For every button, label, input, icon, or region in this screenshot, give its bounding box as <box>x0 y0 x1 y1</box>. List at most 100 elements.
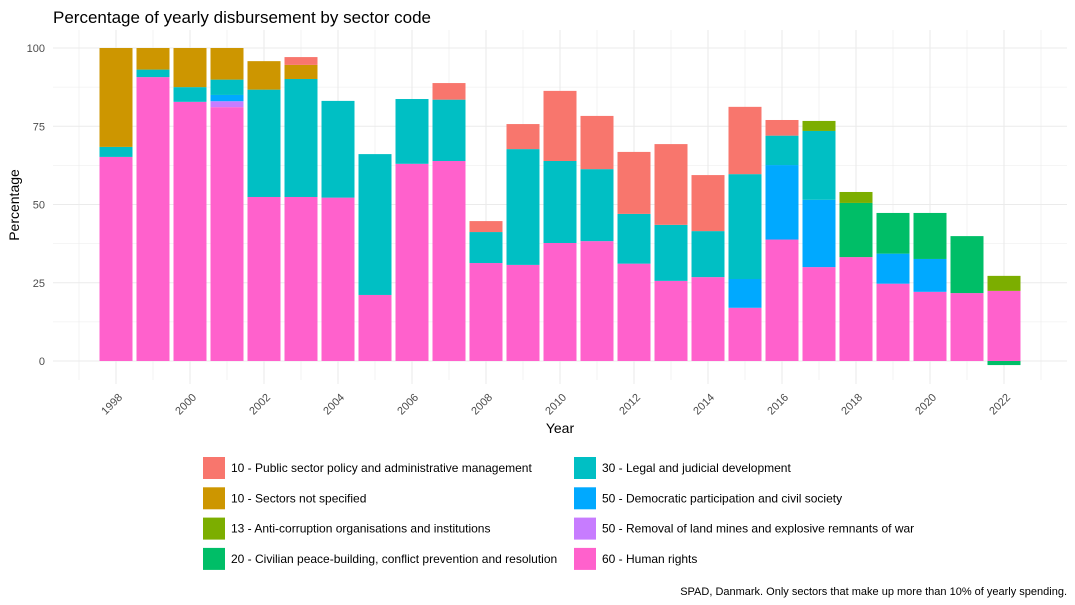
bar-segment <box>136 69 170 78</box>
bar-segment <box>247 61 281 90</box>
legend-label: 60 - Human rights <box>602 552 697 566</box>
y-axis-title: Percentage <box>6 169 22 241</box>
x-tick-label: 2010 <box>543 392 569 418</box>
bar-segment <box>210 79 244 95</box>
bar-segment <box>173 87 207 102</box>
bar-segment <box>284 196 318 361</box>
x-tick-label: 2022 <box>987 392 1013 418</box>
bar-segment <box>802 120 836 131</box>
bar-segment <box>432 99 466 161</box>
x-tick-label: 2004 <box>321 392 347 418</box>
bar-segment <box>580 169 614 242</box>
bar-segment <box>99 48 133 147</box>
legend-swatch <box>203 517 225 540</box>
bar-segment <box>210 101 244 108</box>
bar-segment <box>950 293 984 361</box>
x-tick-label: 2020 <box>913 392 939 418</box>
bar-segment <box>543 90 577 161</box>
bar-segment <box>210 107 244 361</box>
legend-label: 50 - Removal of land mines and explosive… <box>602 522 914 536</box>
legend-swatch <box>203 457 225 479</box>
bar-segment <box>765 135 799 166</box>
bar-segment <box>543 242 577 361</box>
bar-segment <box>506 149 540 265</box>
bar-segment <box>913 291 947 361</box>
y-tick-label: 0 <box>39 356 45 368</box>
bar-segment <box>99 156 133 361</box>
x-tick-label: 2012 <box>617 392 643 418</box>
bar-segment <box>839 257 873 361</box>
bar-segment <box>987 290 1021 361</box>
bar-segment <box>691 175 725 232</box>
legend: 10 - Public sector policy and administra… <box>203 457 914 570</box>
bar-segment <box>617 263 651 361</box>
legend-swatch <box>574 487 596 510</box>
bar-segment <box>728 106 762 175</box>
bar-segment <box>432 160 466 361</box>
bar-segment <box>802 130 836 200</box>
bar-segment <box>173 48 207 88</box>
legend-swatch <box>203 547 225 570</box>
bar-segment <box>876 212 910 254</box>
bar-segment <box>876 253 910 284</box>
legend-label: 20 - Civilian peace-building, conflict p… <box>231 552 557 566</box>
legend-swatch <box>203 487 225 510</box>
bar-segment <box>469 221 503 233</box>
bar-segment <box>395 163 429 361</box>
bar-segment <box>469 232 503 264</box>
bar-segment <box>136 48 170 70</box>
bar-segment <box>210 94 244 102</box>
legend-label: 13 - Anti-corruption organisations and i… <box>231 522 490 536</box>
x-tick-label: 2000 <box>173 392 199 418</box>
bar-segment <box>321 197 355 361</box>
legend-label: 30 - Legal and judicial development <box>602 461 791 475</box>
y-tick-label: 100 <box>27 43 45 55</box>
bar-segment <box>210 48 244 80</box>
bar-segment <box>580 115 614 170</box>
x-tick-label: 2018 <box>839 392 865 418</box>
bar-segment <box>321 100 355 198</box>
y-axis-ticks: 0 25 50 75 100 <box>27 43 45 368</box>
legend-swatch <box>574 457 596 479</box>
bar-segment <box>284 78 318 197</box>
caption: SPAD, Danmark. Only sectors that make up… <box>680 586 1067 598</box>
bar-segment <box>728 307 762 361</box>
y-tick-label: 75 <box>33 121 45 133</box>
bar-segment <box>506 264 540 361</box>
bar-segment <box>173 101 207 361</box>
bar-segment <box>506 124 540 150</box>
bar-segment <box>950 236 984 294</box>
bar-segment <box>136 77 170 361</box>
legend-label: 50 - Democratic participation and civil … <box>602 491 842 505</box>
bar-segment <box>913 258 947 292</box>
legend-label: 10 - Sectors not specified <box>231 491 366 505</box>
bar-segment <box>617 151 651 214</box>
bar-segment <box>247 89 281 197</box>
x-tick-label: 2002 <box>247 392 273 418</box>
bar-segment <box>839 191 873 203</box>
bar-segment <box>765 165 799 240</box>
x-axis-title: Year <box>546 420 575 436</box>
x-tick-label: 1998 <box>99 392 125 418</box>
bar-segment <box>765 119 799 136</box>
bar-segment <box>99 146 133 157</box>
bar-segment <box>691 277 725 361</box>
bar-segment <box>691 231 725 278</box>
bar-segment <box>987 361 1021 366</box>
bar-segment <box>876 283 910 361</box>
bar-segment <box>469 263 503 361</box>
bar-segment <box>913 212 947 259</box>
bar-segment <box>654 280 688 361</box>
x-tick-label: 2014 <box>691 392 717 418</box>
bar-segment <box>358 154 392 295</box>
chart-title: Percentage of yearly disbursement by sec… <box>53 8 431 27</box>
bar-segment <box>987 275 1021 291</box>
bar-segment <box>580 241 614 361</box>
legend-swatch <box>574 517 596 540</box>
bar-segment <box>358 294 392 361</box>
x-tick-label: 2008 <box>469 392 495 418</box>
bar-segment <box>247 196 281 361</box>
x-tick-label: 2006 <box>395 392 421 418</box>
y-tick-label: 50 <box>33 200 45 212</box>
